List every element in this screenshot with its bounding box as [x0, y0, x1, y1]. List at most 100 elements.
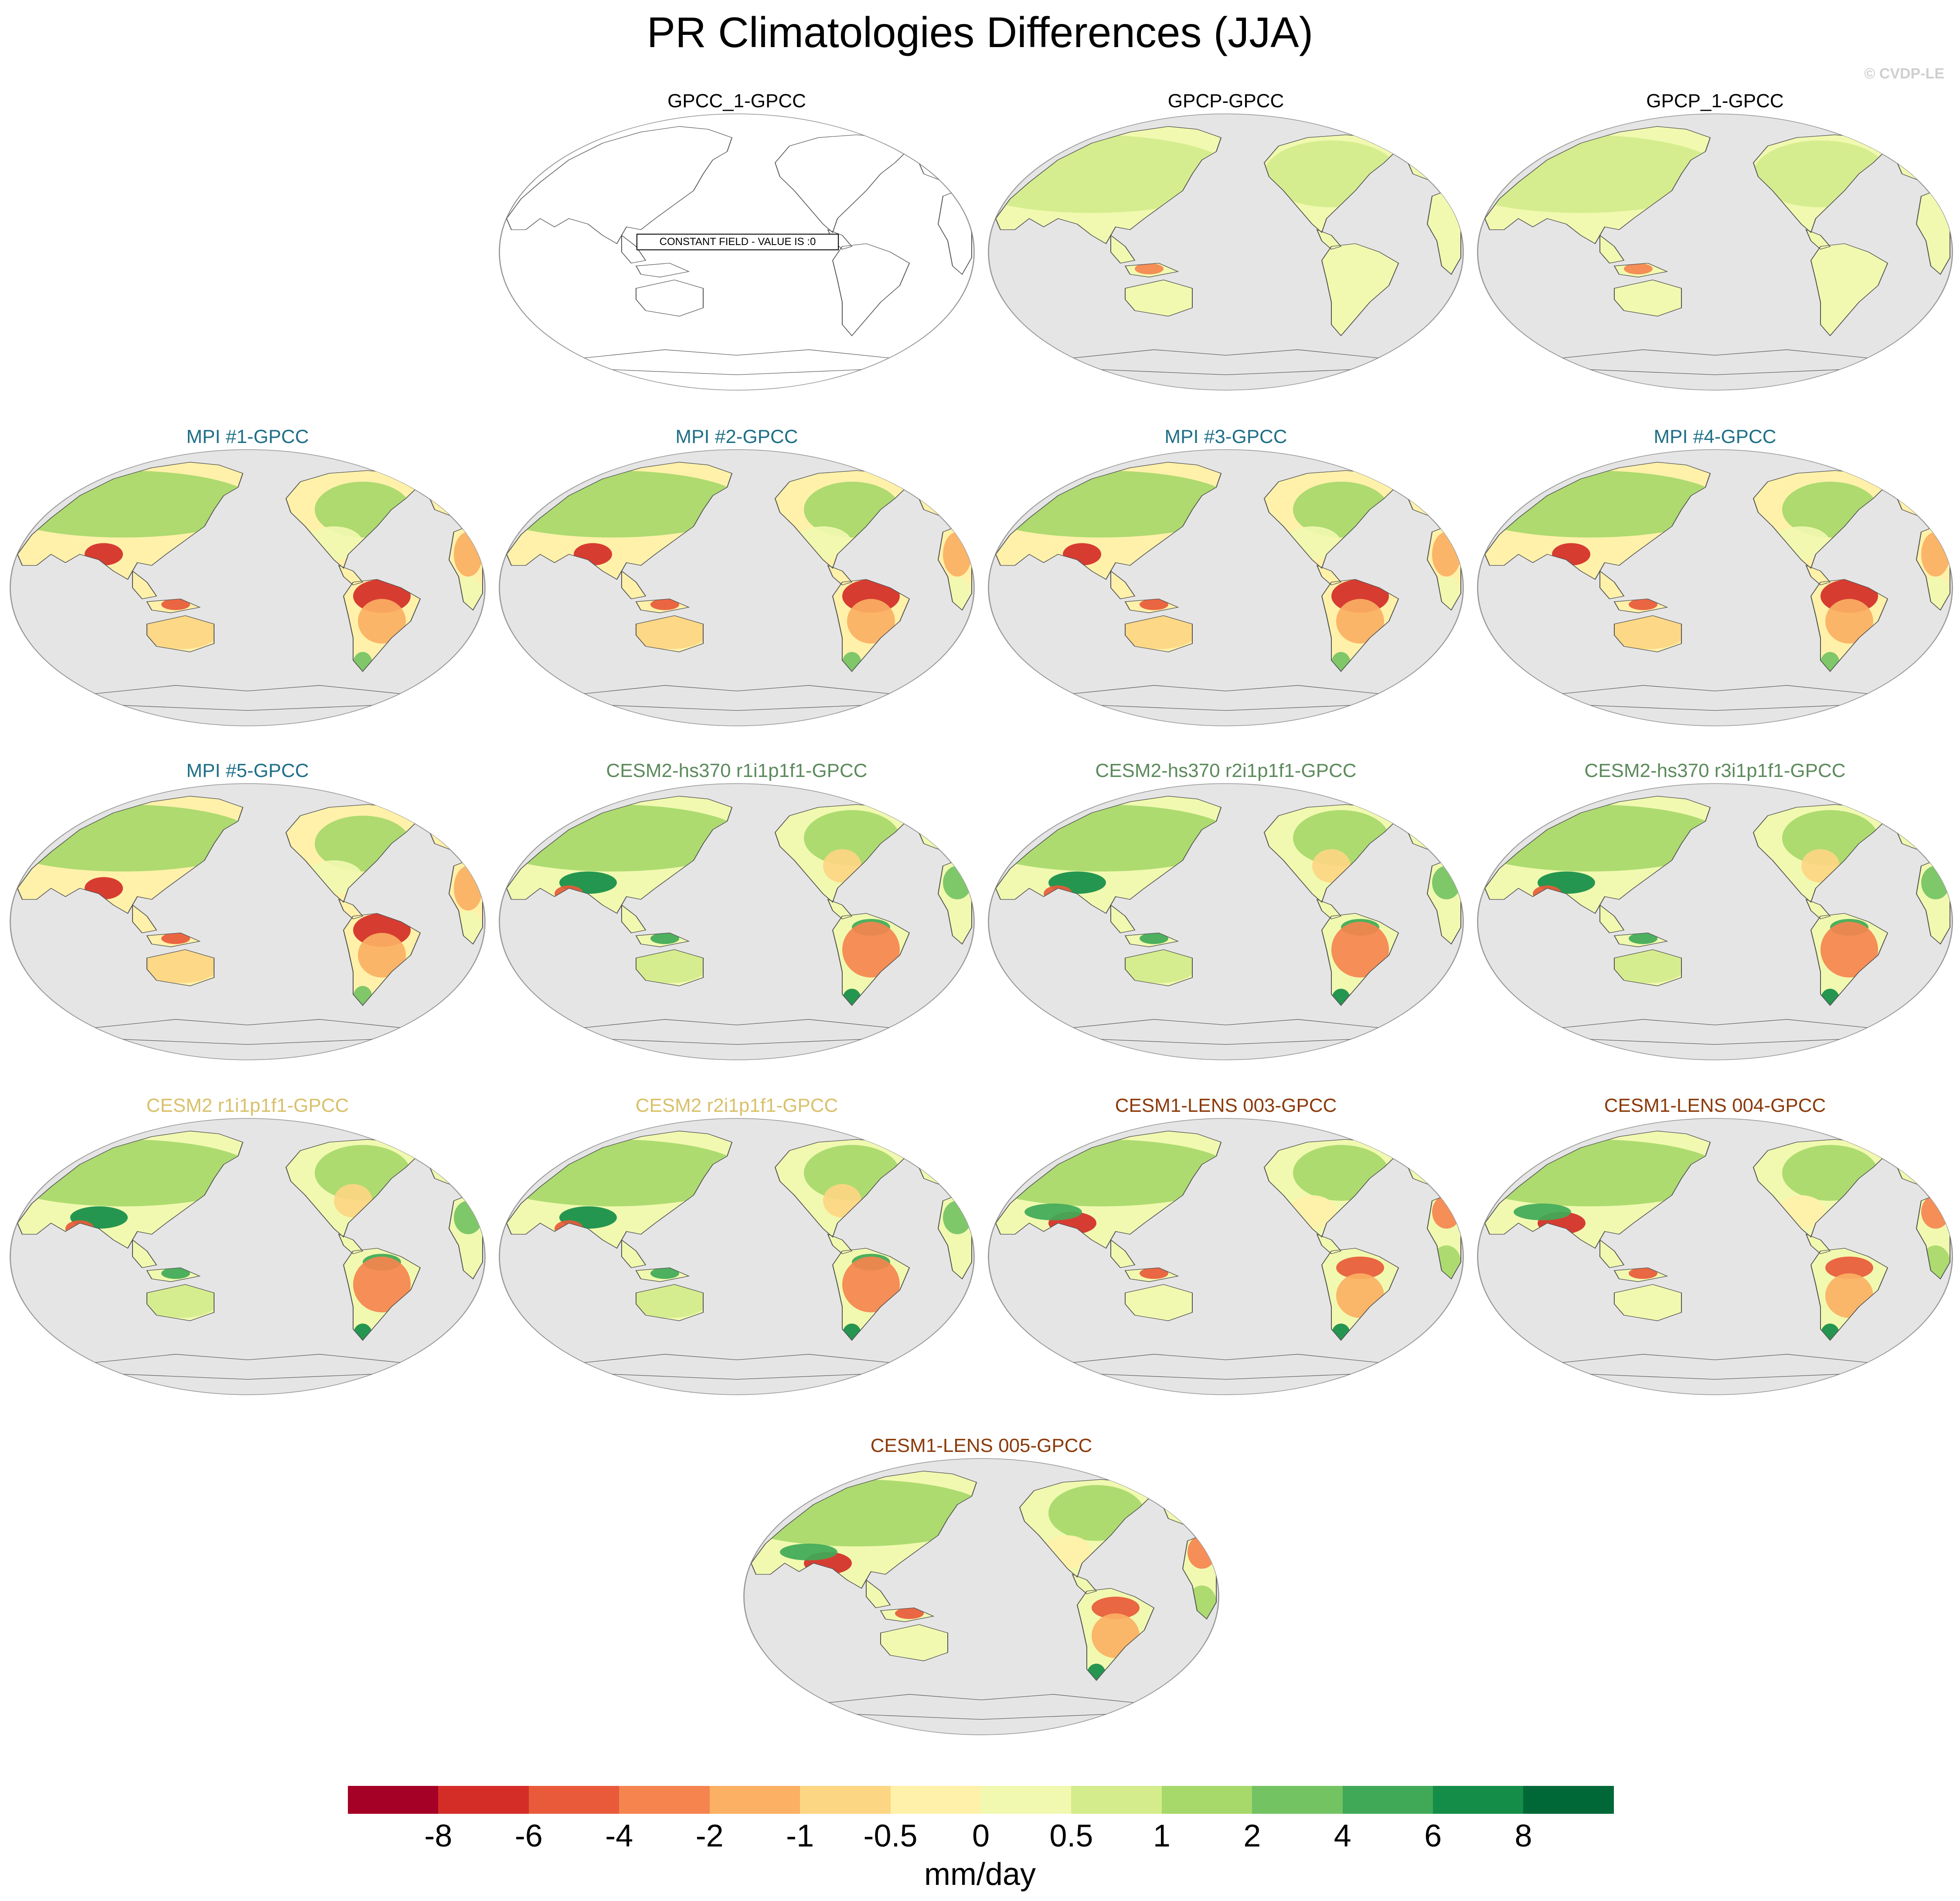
- panel-title: CESM2-hs370 r1i1p1f1-GPCC: [606, 760, 868, 781]
- colorbar-tick-label: 0.5: [1049, 1819, 1093, 1853]
- colorbar-swatch: [1252, 1786, 1343, 1814]
- colorbar-swatch: [800, 1786, 891, 1814]
- colorbar-tick-label: 2: [1243, 1819, 1261, 1853]
- panel-title: CESM1-LENS 003-GPCC: [1115, 1095, 1337, 1116]
- difference-patch: [1614, 616, 1681, 649]
- difference-patch: [650, 1267, 679, 1279]
- difference-patch: [1820, 922, 1878, 978]
- colorbar-tick-label: -2: [695, 1819, 724, 1853]
- continent-europe: [429, 478, 483, 516]
- difference-patch: [1087, 1663, 1106, 1680]
- panel-title: CESM2 r2i1p1f1-GPCC: [635, 1095, 838, 1116]
- map-panel: MPI #5-GPCC: [8, 760, 487, 1065]
- map-panel: GPCC_1-GPCC CONSTANT FIELD - VALUE IS :0: [497, 90, 977, 395]
- difference-patch: [1825, 1257, 1873, 1279]
- difference-patch: [358, 599, 406, 644]
- credit-label: © CVDP-LE: [1864, 65, 1944, 82]
- colorbar-tick-label: 8: [1514, 1819, 1532, 1853]
- colorbar-tick-label: -6: [514, 1819, 543, 1853]
- difference-patch: [147, 1284, 214, 1318]
- difference-patch: [1140, 599, 1168, 610]
- map-panel: GPCP_1-GPCC: [1475, 90, 1955, 395]
- panel-title: CESM1-LENS 004-GPCC: [1604, 1095, 1826, 1116]
- difference-patch: [435, 818, 473, 841]
- difference-patch: [943, 1201, 972, 1234]
- difference-patch: [358, 933, 406, 978]
- difference-patch: [147, 616, 214, 649]
- difference-patch: [943, 866, 972, 899]
- map-panel: GPCP-GPCC: [986, 90, 1466, 395]
- difference-patch: [842, 988, 861, 1005]
- panel-title: MPI #5-GPCC: [186, 760, 309, 781]
- difference-patch: [1902, 484, 1940, 507]
- difference-patch: [881, 1625, 948, 1658]
- continent-australia: [636, 279, 704, 317]
- continent-greenland: [880, 459, 925, 477]
- map-panel: CESM2-hs370 r1i1p1f1-GPCC: [497, 760, 977, 1065]
- continent-europe: [1407, 143, 1462, 180]
- difference-patch: [1514, 1203, 1571, 1220]
- continent-samerica: [832, 243, 910, 337]
- map-panel: CESM1-LENS 003-GPCC: [986, 1094, 1466, 1400]
- colorbar-tick-label: -0.5: [863, 1819, 918, 1853]
- continent-greenland: [1858, 123, 1903, 141]
- world-map: [1477, 449, 1953, 726]
- continent-indonesia: [635, 262, 690, 278]
- difference-patch: [842, 922, 900, 978]
- difference-patch: [1629, 599, 1657, 610]
- continent-greenland: [391, 1128, 436, 1145]
- difference-patch: [1135, 263, 1164, 275]
- continent-seasia: [621, 234, 647, 264]
- difference-patch: [1413, 818, 1451, 841]
- difference-patch: [842, 1257, 900, 1312]
- world-map: [10, 783, 486, 1060]
- difference-patch: [924, 818, 962, 841]
- constant-field-note: CONSTANT FIELD - VALUE IS :0: [636, 234, 839, 250]
- panel-title: CESM2-hs370 r2i1p1f1-GPCC: [1095, 760, 1357, 781]
- map-panel: CESM1-LENS 004-GPCC: [1475, 1094, 1955, 1400]
- colorbar-tick-label: 4: [1334, 1819, 1351, 1853]
- difference-patch: [1820, 988, 1840, 1005]
- colorbar-swatch: [890, 1786, 981, 1814]
- continent-greenland: [1369, 1128, 1414, 1145]
- panel-title: CESM2-hs370 r3i1p1f1-GPCC: [1584, 760, 1846, 781]
- continent-greenland: [1369, 123, 1414, 141]
- map-panel: CESM2 r2i1p1f1-GPCC: [497, 1094, 977, 1400]
- difference-patch: [636, 950, 703, 983]
- panel-title: MPI #4-GPCC: [1654, 426, 1776, 447]
- difference-patch: [1336, 599, 1384, 644]
- difference-patch: [1614, 283, 1681, 311]
- colorbar-swatch: [438, 1786, 529, 1814]
- continent-greenland: [1125, 1468, 1169, 1485]
- colorbar-tick-label: -4: [605, 1819, 633, 1853]
- difference-patch: [1413, 1153, 1451, 1176]
- globe-outline: [499, 113, 975, 391]
- colorbar-swatch: [1433, 1786, 1524, 1814]
- continent-europe: [918, 812, 973, 850]
- difference-patch: [1092, 1597, 1140, 1619]
- colorbar-swatch: [980, 1786, 1072, 1814]
- difference-patch: [1902, 818, 1940, 841]
- difference-patch: [1125, 950, 1192, 983]
- page-title: PR Climatologies Differences (JJA): [647, 8, 1313, 56]
- continent-eurasia: [506, 126, 733, 244]
- difference-patch: [1331, 1323, 1351, 1340]
- difference-patch: [1140, 933, 1168, 944]
- colorbar-swatch: [1342, 1786, 1433, 1814]
- world-map: [1477, 113, 1953, 391]
- difference-patch: [1629, 933, 1657, 944]
- difference-patch: [1902, 1153, 1940, 1176]
- continent-europe: [1896, 812, 1951, 850]
- difference-patch: [1921, 866, 1950, 899]
- panel-title: MPI #2-GPCC: [675, 426, 798, 447]
- panel-title: GPCP_1-GPCC: [1646, 90, 1784, 112]
- map-panel: MPI #2-GPCC: [497, 426, 977, 731]
- world-map: [1477, 1118, 1953, 1395]
- world-map: [988, 113, 1464, 391]
- world-map: [743, 1458, 1219, 1735]
- world-map: [1477, 783, 1953, 1060]
- difference-patch: [1624, 263, 1653, 275]
- world-map: [988, 783, 1464, 1060]
- difference-patch: [924, 1153, 962, 1176]
- difference-patch: [1125, 1284, 1192, 1318]
